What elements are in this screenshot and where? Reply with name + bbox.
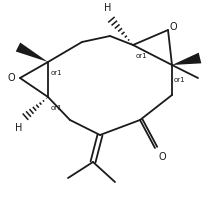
- Polygon shape: [172, 53, 201, 65]
- Text: or1: or1: [51, 105, 63, 111]
- Text: O: O: [170, 22, 178, 32]
- Text: or1: or1: [51, 70, 63, 76]
- Text: H: H: [15, 123, 23, 133]
- Polygon shape: [16, 43, 48, 62]
- Text: O: O: [7, 73, 15, 83]
- Text: H: H: [104, 3, 112, 13]
- Text: O: O: [159, 152, 167, 162]
- Text: or1: or1: [136, 53, 148, 59]
- Text: or1: or1: [174, 77, 186, 83]
